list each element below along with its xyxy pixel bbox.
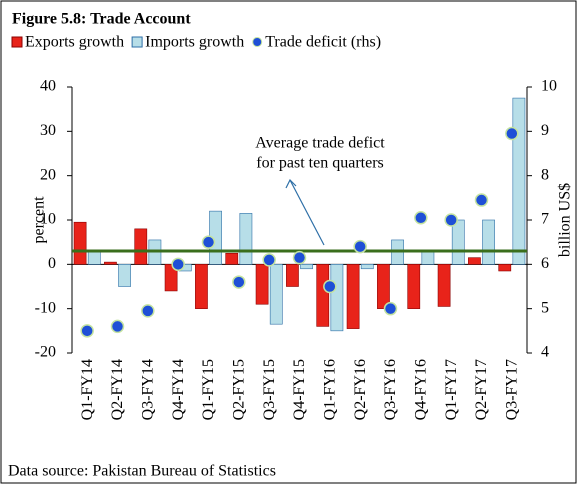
- legend-label: Imports growth: [145, 34, 244, 51]
- point: [110, 319, 125, 334]
- y2-tick-label: 5: [541, 299, 549, 316]
- y-tick-label: 0: [48, 255, 56, 272]
- point: [201, 235, 216, 249]
- point: [141, 304, 155, 318]
- bar: [239, 213, 253, 265]
- bar: [316, 264, 330, 327]
- x-tick-label: Q1-FY16: [322, 359, 339, 420]
- bar: [407, 264, 421, 309]
- arrow: [289, 179, 325, 246]
- y-tick-label: 10: [40, 211, 56, 228]
- legend-label: Trade deficit (rhs): [265, 34, 381, 51]
- annotation: Average trade defict: [255, 135, 385, 152]
- bar: [269, 264, 283, 325]
- x-tick-label: Q2-FY17: [473, 359, 490, 420]
- x-tick-label: Q3-FY17: [504, 359, 521, 420]
- bar: [360, 264, 374, 270]
- x-tick-label: Q3-FY15: [261, 359, 278, 420]
- x-tick-label: Q1-FY15: [200, 359, 217, 420]
- y2-label: billion US$: [557, 183, 574, 257]
- bar: [468, 257, 481, 265]
- y2-tick-label: 8: [541, 166, 549, 183]
- bar: [195, 264, 208, 309]
- bar: [104, 261, 117, 265]
- y2-tick-label: 9: [541, 122, 549, 139]
- point: [444, 213, 458, 227]
- x-tick-label: Q1-FY14: [79, 359, 96, 420]
- arrow-head: [285, 178, 297, 189]
- legend-swatch: [11, 36, 23, 48]
- bar: [255, 264, 269, 305]
- point: [232, 275, 246, 289]
- y2-tick-label: 7: [541, 211, 549, 228]
- point: [474, 193, 489, 207]
- x-tick-label: Q4-FY16: [413, 359, 430, 420]
- bar: [346, 264, 360, 329]
- bar: [498, 264, 512, 272]
- y2-tick-label: 6: [541, 255, 549, 272]
- y2-tick-label: 10: [541, 78, 557, 95]
- source: Data source: Pakistan Bureau of Statisti…: [8, 463, 276, 480]
- bar: [134, 228, 148, 265]
- annotation: for past ten quarters: [256, 155, 384, 172]
- x-tick-label: Q4-FY15: [291, 359, 308, 420]
- point: [80, 324, 94, 338]
- legend-swatch: [252, 37, 263, 47]
- y-tick-label: -20: [35, 344, 56, 361]
- bar: [87, 250, 101, 265]
- y-tick-label: 20: [40, 166, 56, 183]
- chart-title: Figure 5.8: Trade Account: [12, 11, 191, 28]
- bar: [377, 264, 390, 309]
- bar: [482, 219, 495, 265]
- bar: [421, 250, 435, 265]
- bar: [164, 264, 178, 292]
- bar: [451, 219, 465, 265]
- bar: [73, 221, 87, 265]
- y-label: percent: [31, 196, 48, 244]
- point: [383, 301, 398, 316]
- x-tick-label: Q2-FY15: [231, 359, 248, 420]
- bar: [286, 264, 299, 287]
- point: [292, 250, 307, 265]
- point: [262, 253, 276, 267]
- bar: [225, 252, 239, 265]
- legend-label: Exports growth: [25, 34, 124, 51]
- y-tick-label: 40: [40, 78, 56, 95]
- bar: [300, 264, 313, 270]
- point: [323, 279, 337, 294]
- x-tick-label: Q4-FY14: [170, 359, 187, 420]
- legend-swatch: [131, 36, 143, 48]
- y-tick-label: -10: [35, 299, 56, 316]
- bar: [330, 264, 344, 332]
- point: [505, 126, 519, 141]
- x-tick-label: Q3-FY16: [382, 359, 399, 420]
- x-tick-label: Q2-FY16: [352, 359, 369, 420]
- point: [171, 257, 185, 272]
- x-tick-label: Q3-FY14: [140, 359, 157, 420]
- point: [414, 211, 428, 225]
- bar: [512, 97, 526, 265]
- y-tick-label: 30: [40, 122, 56, 139]
- x-tick-label: Q1-FY17: [443, 359, 460, 420]
- point: [353, 239, 367, 254]
- bar: [118, 264, 131, 287]
- x-tick-label: Q2-FY14: [109, 359, 126, 420]
- bar: [437, 264, 451, 307]
- y2-tick-label: 4: [541, 344, 549, 361]
